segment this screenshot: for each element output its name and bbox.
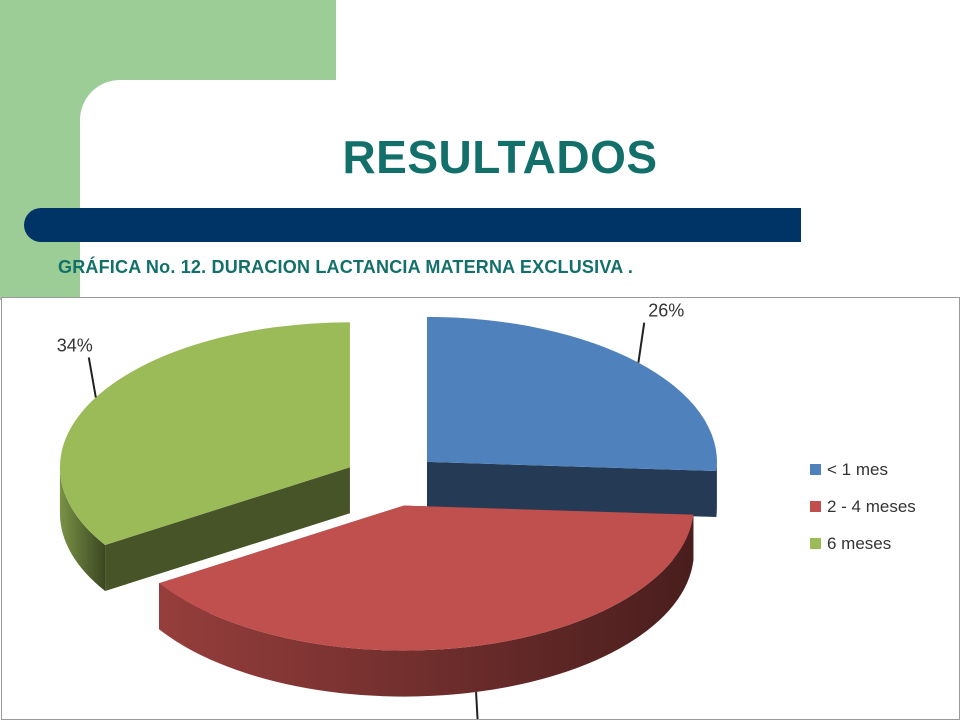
legend-label: 6 meses: [827, 534, 891, 553]
pie-slice-rim: [159, 514, 694, 697]
legend-label: 2 - 4 meses: [827, 497, 916, 516]
leader-line: [87, 357, 97, 398]
legend-swatch: [810, 538, 821, 549]
legend: < 1 mes 2 - 4 meses 6 meses: [810, 460, 916, 553]
slide-title: RESULTADOS: [342, 131, 658, 183]
title-underline-bar: [24, 208, 801, 242]
leader-line: [475, 691, 479, 719]
pie-slice-top: [59, 322, 350, 545]
pie-slice-rim: [59, 467, 106, 591]
value-label: 26%: [648, 301, 684, 321]
pie-slice-rim: [716, 461, 717, 518]
content-panel: [80, 80, 960, 320]
pie-slice-top: [426, 316, 717, 472]
pie-slice-wall: [426, 461, 717, 518]
leader-line: [637, 322, 646, 363]
value-label: 34%: [57, 335, 93, 355]
pie-slice-2: [59, 322, 350, 591]
pie-slice-wall: [105, 467, 350, 591]
pie-slice-1: [159, 505, 694, 697]
legend-swatch: [810, 464, 821, 475]
chart-caption: GRÁFICA No. 12. DURACION LACTANCIA MATER…: [58, 257, 634, 277]
legend-label: < 1 mes: [827, 460, 888, 479]
pie-slice-top: [159, 505, 694, 651]
pie-slice-0: [426, 316, 717, 518]
legend-swatch: [810, 501, 821, 512]
